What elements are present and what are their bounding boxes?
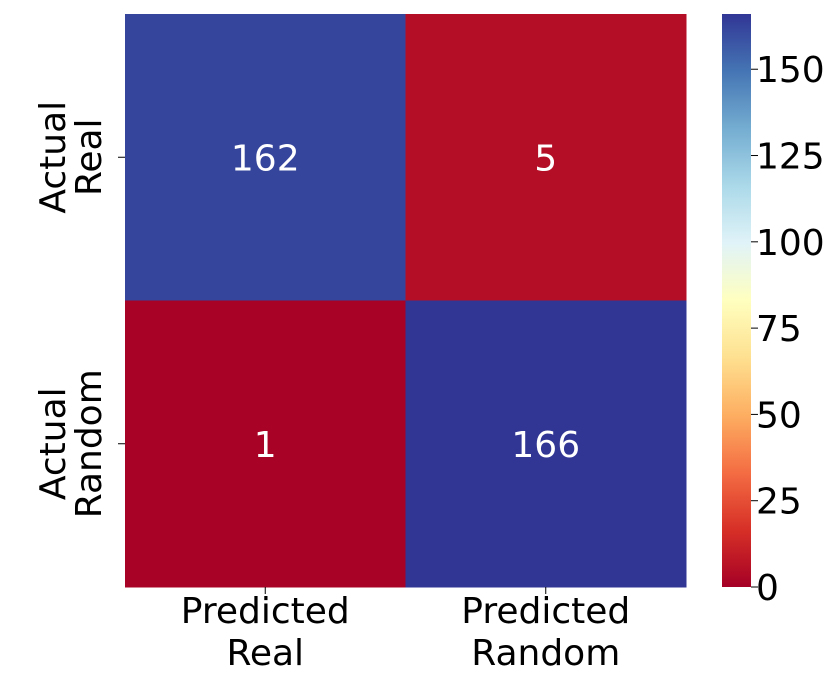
heatmap-cell — [405, 14, 687, 301]
y-tick-label: ActualRandom — [33, 369, 110, 518]
colorbar-tick-label: 75 — [756, 309, 802, 350]
x-tick-label: Predicted Random — [461, 591, 630, 674]
colorbar-tick-label: 150 — [756, 50, 825, 91]
heatmap-cell — [125, 300, 406, 588]
y-tick-label-line: Actual — [33, 387, 74, 500]
colorbar-tick-label: 100 — [756, 223, 825, 264]
x-tick-label: Predicted Real — [181, 591, 350, 674]
colorbar-tick-label: 25 — [756, 482, 802, 523]
y-tick-label: ActualReal — [33, 101, 110, 214]
cell-label: 5 — [534, 138, 557, 179]
cell-label: 162 — [231, 138, 300, 179]
colorbar — [722, 14, 751, 587]
y-tick-label-line: Real — [69, 118, 110, 196]
x-tick-label-line: Predicted — [181, 591, 350, 632]
cell-label: 166 — [511, 425, 580, 466]
colorbar-tick-label: 50 — [756, 395, 802, 436]
colorbar-tick-label: 0 — [756, 568, 779, 609]
heatmap-cell — [405, 300, 687, 588]
y-tick-label-line: Random — [69, 369, 110, 518]
x-tick-label-line: Predicted — [461, 591, 630, 632]
x-tick-label-line: Real — [226, 633, 304, 674]
x-tick-label-line: Random — [471, 633, 620, 674]
cell-label: 1 — [254, 425, 277, 466]
heatmap-cell — [125, 14, 406, 301]
colorbar-tick-label: 125 — [756, 137, 825, 178]
y-tick-label-line: Actual — [33, 101, 74, 214]
